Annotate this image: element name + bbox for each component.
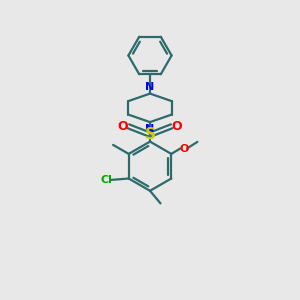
Text: O: O — [179, 143, 189, 154]
Text: N: N — [146, 124, 154, 134]
Text: Cl: Cl — [100, 175, 112, 185]
Text: O: O — [172, 120, 182, 133]
Text: O: O — [118, 120, 128, 133]
Text: N: N — [146, 82, 154, 92]
Text: S: S — [145, 127, 155, 142]
